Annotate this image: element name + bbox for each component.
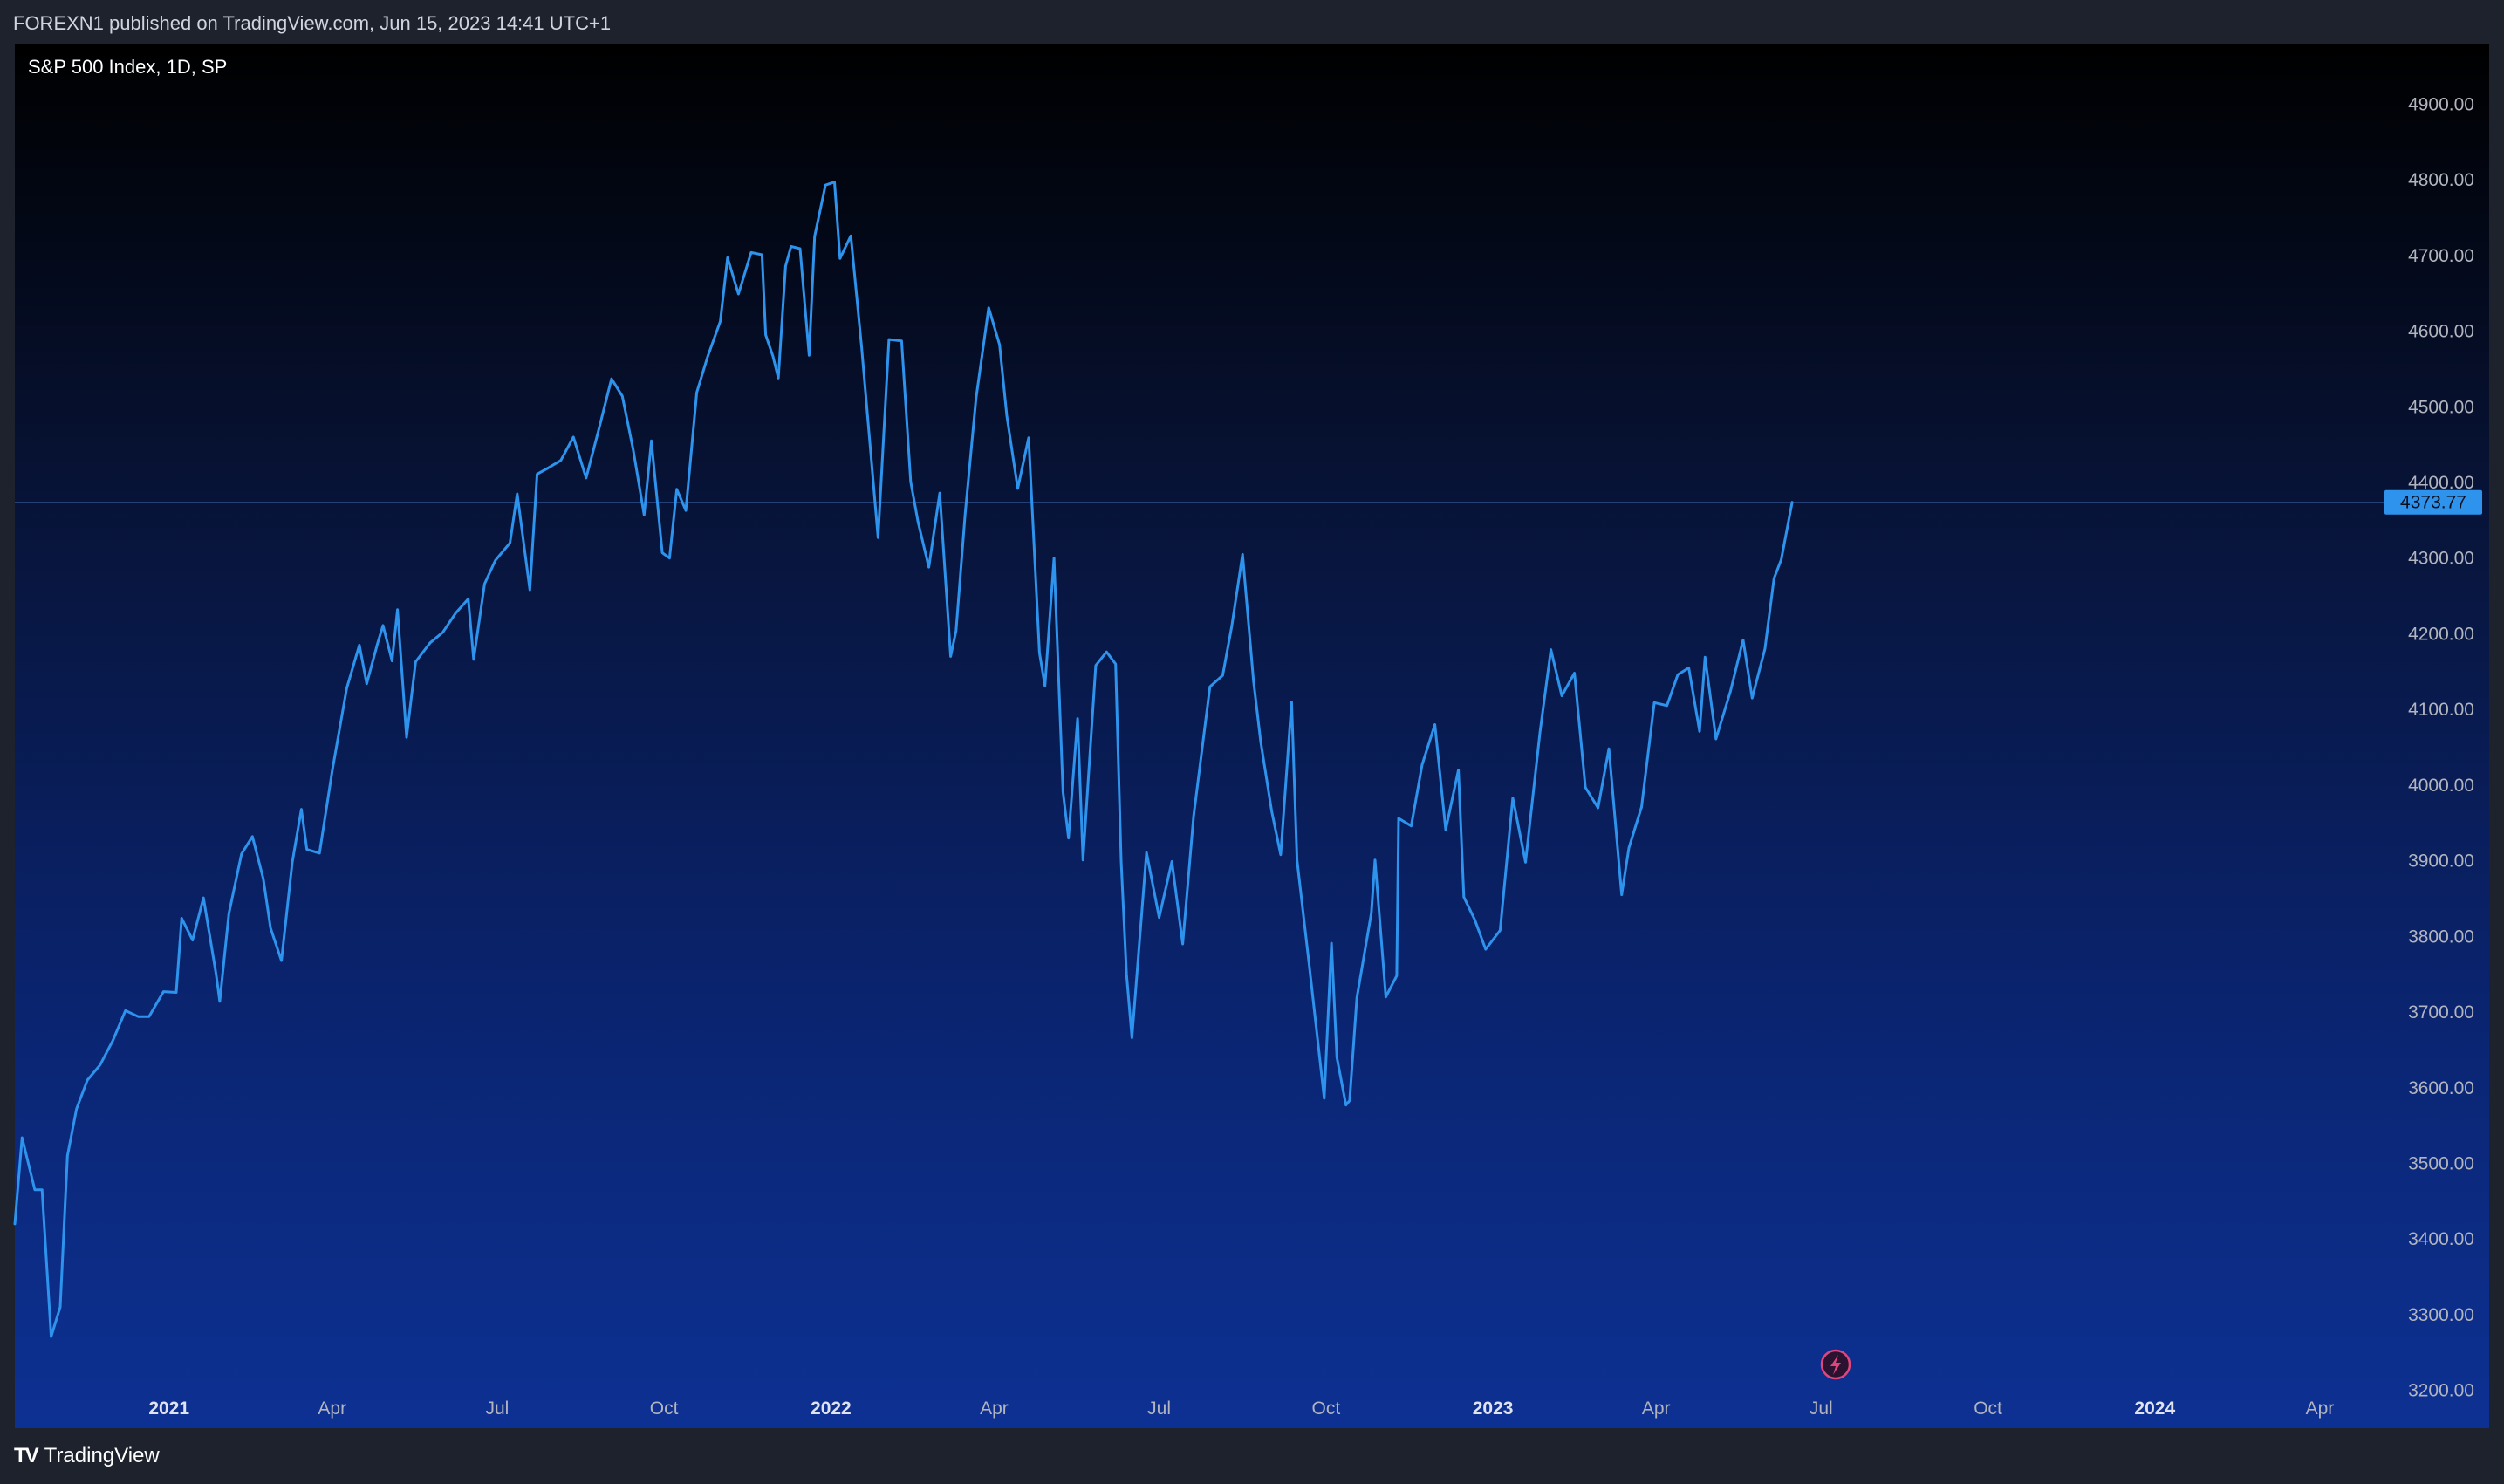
y-tick-label: 4300.00 [2408,549,2474,569]
y-tick-label: 3400.00 [2408,1229,2474,1249]
y-tick-label: 4900.00 [2408,94,2474,114]
y-axis[interactable]: 4900.00 4800.00 4700.00 4600.00 4500.00 4400.… [2408,94,2474,1400]
x-tick-label: Apr [318,1399,346,1419]
x-tick-label: Apr [1642,1399,1671,1419]
y-tick-label: 4000.00 [2408,776,2474,796]
y-tick-label: 4700.00 [2408,246,2474,266]
y-tick-label: 4400.00 [2408,473,2474,493]
price-series-line [13,181,1794,1338]
x-tick-label: Apr [2306,1399,2335,1419]
footer[interactable]: TV TradingView [14,1441,160,1471]
x-tick-label: 2021 [148,1399,189,1419]
y-tick-label: 4500.00 [2408,397,2474,417]
y-tick-label: 3200.00 [2408,1381,2474,1401]
y-tick-label: 4800.00 [2408,170,2474,190]
x-tick-label: 2024 [2134,1399,2175,1419]
y-tick-label: 3800.00 [2408,927,2474,947]
chart-panel[interactable] [15,44,2489,1428]
y-tick-label: 3700.00 [2408,1002,2474,1022]
x-tick-label: Oct [1974,1399,2002,1419]
x-tick-label: Oct [1312,1399,1341,1419]
x-axis[interactable]: 2021 Apr Jul Oct 2022 Apr Jul Oct 2023 Apr Jul Oct 2… [148,1399,2334,1419]
x-tick-label: 2023 [1473,1399,1514,1419]
published-caption: FOREXN1 published on TradingView.com, Ju… [13,12,612,34]
chart-title: S&P 500 Index, 1D, SP [28,56,227,78]
y-tick-label: 3900.00 [2408,851,2474,872]
y-tick-label: 4200.00 [2408,624,2474,644]
y-tick-label: 3500.00 [2408,1153,2474,1173]
x-tick-label: Jul [1147,1399,1171,1419]
y-tick-label: 3300.00 [2408,1305,2474,1325]
last-price-label: 4373.77 [2384,489,2482,515]
x-tick-label: Apr [980,1399,1009,1419]
x-tick-label: Jul [1810,1399,1833,1419]
x-tick-label: Oct [650,1399,679,1419]
last-price-label-text: 4373.77 [2400,493,2466,513]
y-tick-label: 4100.00 [2408,700,2474,720]
footer-brand[interactable]: TradingView [44,1444,160,1467]
flash-icon[interactable] [1820,1349,1851,1380]
x-tick-label: 2022 [811,1399,852,1419]
y-tick-label: 3600.00 [2408,1078,2474,1098]
y-tick-label: 4600.00 [2408,322,2474,342]
x-tick-label: Jul [485,1399,509,1419]
tradingview-logo-icon[interactable]: TV [14,1444,39,1467]
